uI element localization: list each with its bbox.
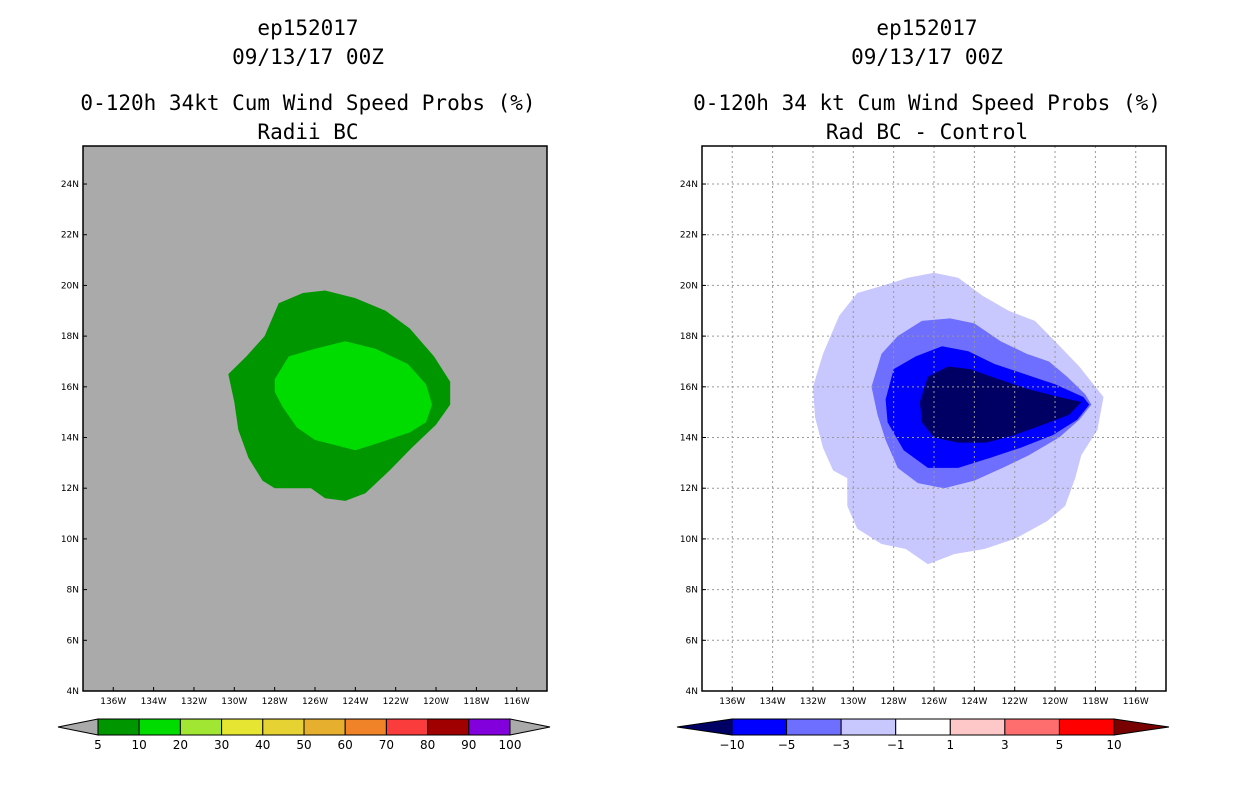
colorbar-label: 5 — [1056, 738, 1064, 752]
y-tick-label: 24N — [61, 180, 79, 190]
y-tick-label: 8N — [67, 586, 79, 596]
y-tick-label: 4N — [686, 687, 698, 697]
colorbar-label: −5 — [778, 738, 796, 752]
colorbar-label: 10 — [132, 738, 147, 752]
y-tick-label: 16N — [61, 383, 79, 393]
x-tick-label: 136W — [719, 697, 745, 707]
y-tick-label: 12N — [61, 484, 79, 494]
contour-3 — [919, 366, 1082, 443]
colorbar-label: 20 — [173, 738, 188, 752]
colorbar-segment — [786, 718, 842, 736]
y-tick-label: 12N — [680, 484, 698, 494]
colorbar-label: 30 — [214, 738, 229, 752]
x-tick-label: 120W — [1042, 697, 1068, 707]
x-tick-label: 126W — [921, 697, 947, 707]
x-tick-label: 132W — [800, 697, 826, 707]
left-title-line4: Radii BC — [257, 120, 359, 144]
x-tick-label: 124W — [961, 697, 987, 707]
colorbar-label: −10 — [719, 738, 744, 752]
colorbar-segment — [468, 718, 511, 736]
x-tick-label: 118W — [1082, 697, 1108, 707]
x-tick-label: 122W — [383, 697, 409, 707]
colorbar-label: 10 — [1106, 738, 1121, 752]
y-tick-label: 6N — [686, 636, 698, 646]
y-tick-label: 18N — [680, 332, 698, 342]
left-title-line2: 09/13/17 00Z — [232, 45, 384, 69]
x-tick-label: 134W — [141, 697, 167, 707]
left-title-line3: 0-120h 34kt Cum Wind Speed Probs (%) — [80, 91, 536, 115]
colorbar-segment — [1004, 718, 1060, 736]
right-title-line2: 09/13/17 00Z — [851, 45, 1003, 69]
y-tick-label: 22N — [680, 231, 698, 241]
colorbar-under-arrow — [676, 718, 733, 736]
y-tick-label: 14N — [61, 434, 79, 444]
y-tick-label: 4N — [67, 687, 79, 697]
colorbar-label: 80 — [420, 738, 435, 752]
y-tick-label: 14N — [680, 434, 698, 444]
y-tick-label: 6N — [67, 636, 79, 646]
colorbar-segment — [731, 718, 788, 736]
x-tick-label: 128W — [881, 697, 907, 707]
colorbar-label: 50 — [296, 738, 311, 752]
y-tick-label: 18N — [61, 332, 79, 342]
y-tick-label: 20N — [61, 281, 79, 291]
colorbar-label: 3 — [1001, 738, 1009, 752]
x-tick-label: 128W — [262, 697, 288, 707]
colorbar-label: 100 — [499, 738, 522, 752]
colorbar-segment — [949, 718, 1006, 736]
x-tick-label: 124W — [342, 697, 368, 707]
x-tick-label: 116W — [1123, 697, 1149, 707]
y-tick-label: 16N — [680, 383, 698, 393]
right-title-line4: Rad BC - Control — [825, 120, 1029, 144]
colorbar-segment — [840, 718, 897, 736]
colorbar-label: −3 — [832, 738, 850, 752]
colorbar-over-arrow — [1113, 718, 1170, 736]
x-tick-label: 136W — [100, 697, 126, 707]
y-tick-label: 22N — [61, 231, 79, 241]
left-title-line1: ep152017 — [257, 16, 359, 40]
colorbar-label: 5 — [94, 738, 102, 752]
colorbar-label: −1 — [887, 738, 905, 752]
colorbar-label: 90 — [461, 738, 476, 752]
right-title-line1: ep152017 — [876, 16, 978, 40]
x-tick-label: 120W — [423, 697, 449, 707]
colorbar-label: 1 — [946, 738, 954, 752]
x-tick-label: 130W — [221, 697, 247, 707]
y-tick-label: 24N — [680, 180, 698, 190]
contour-1 — [274, 341, 432, 451]
x-tick-label: 130W — [840, 697, 866, 707]
colorbar-label: 40 — [255, 738, 270, 752]
x-tick-label: 126W — [302, 697, 328, 707]
y-tick-label: 10N — [680, 535, 698, 545]
colorbar-label: 60 — [338, 738, 353, 752]
right-title-line3: 0-120h 34 kt Cum Wind Speed Probs (%) — [693, 91, 1161, 115]
x-tick-label: 116W — [504, 697, 530, 707]
y-tick-label: 8N — [686, 586, 698, 596]
y-tick-label: 10N — [61, 535, 79, 545]
colorbar-segment — [895, 718, 951, 736]
colorbar-label: 70 — [379, 738, 394, 752]
x-tick-label: 122W — [1002, 697, 1028, 707]
x-tick-label: 118W — [463, 697, 489, 707]
y-tick-label: 20N — [680, 281, 698, 291]
x-tick-label: 132W — [181, 697, 207, 707]
x-tick-label: 134W — [760, 697, 786, 707]
colorbar-segment — [1058, 718, 1115, 736]
